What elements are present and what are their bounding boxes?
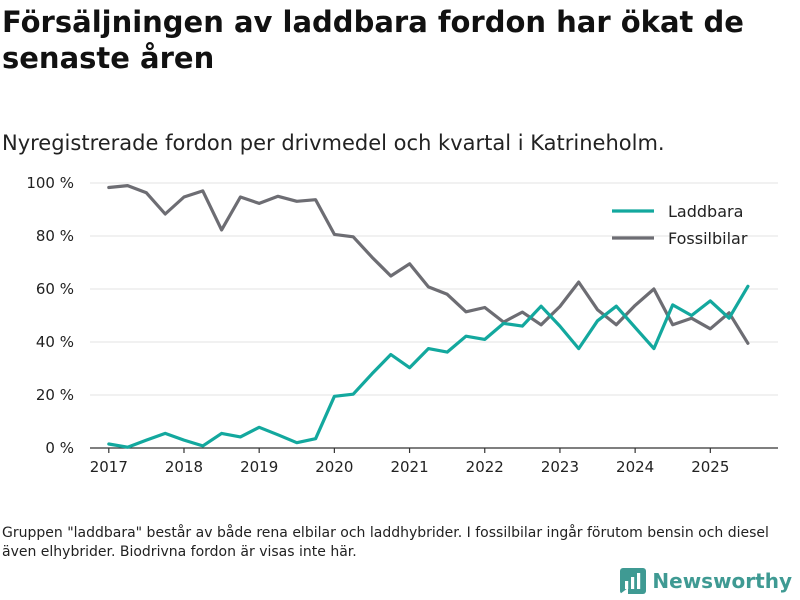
x-tick-label: 2020 <box>315 458 353 476</box>
legend-label: Laddbara <box>668 202 743 221</box>
chart-title: Försäljningen av laddbara fordon har öka… <box>2 5 744 75</box>
x-tick-label: 2018 <box>165 458 203 476</box>
legend-label: Fossilbilar <box>668 229 748 248</box>
y-tick-label: 60 % <box>36 280 74 298</box>
newsworthy-logo-icon <box>620 568 647 594</box>
y-tick-label: 100 % <box>26 174 74 192</box>
brand-logo: Newsworthy <box>620 568 792 594</box>
y-tick-label: 0 % <box>45 439 74 457</box>
series-line-laddbara <box>107 284 750 449</box>
brand-name: Newsworthy <box>652 569 792 593</box>
x-tick-label: 2019 <box>240 458 278 476</box>
x-tick-label: 2023 <box>541 458 579 476</box>
x-tick-label: 2021 <box>390 458 428 476</box>
y-tick-label: 80 % <box>36 227 74 245</box>
y-tick-label: 40 % <box>36 333 74 351</box>
x-tick-label: 2017 <box>90 458 128 476</box>
x-tick-label: 2024 <box>616 458 654 476</box>
line-chart: 0 % 20 % 40 % 60 % 80 % 100 % 2017 2018 2019 2020… <box>26 174 778 476</box>
series-line-fossilbilar <box>107 184 750 345</box>
x-tick-label: 2025 <box>691 458 729 476</box>
chart-subtitle: Nyregistrerade fordon per drivmedel och … <box>2 131 665 155</box>
x-tick-label: 2022 <box>466 458 504 476</box>
chart-footnote: Gruppen "laddbara" består av både rena e… <box>2 525 769 560</box>
y-tick-label: 20 % <box>36 386 74 404</box>
